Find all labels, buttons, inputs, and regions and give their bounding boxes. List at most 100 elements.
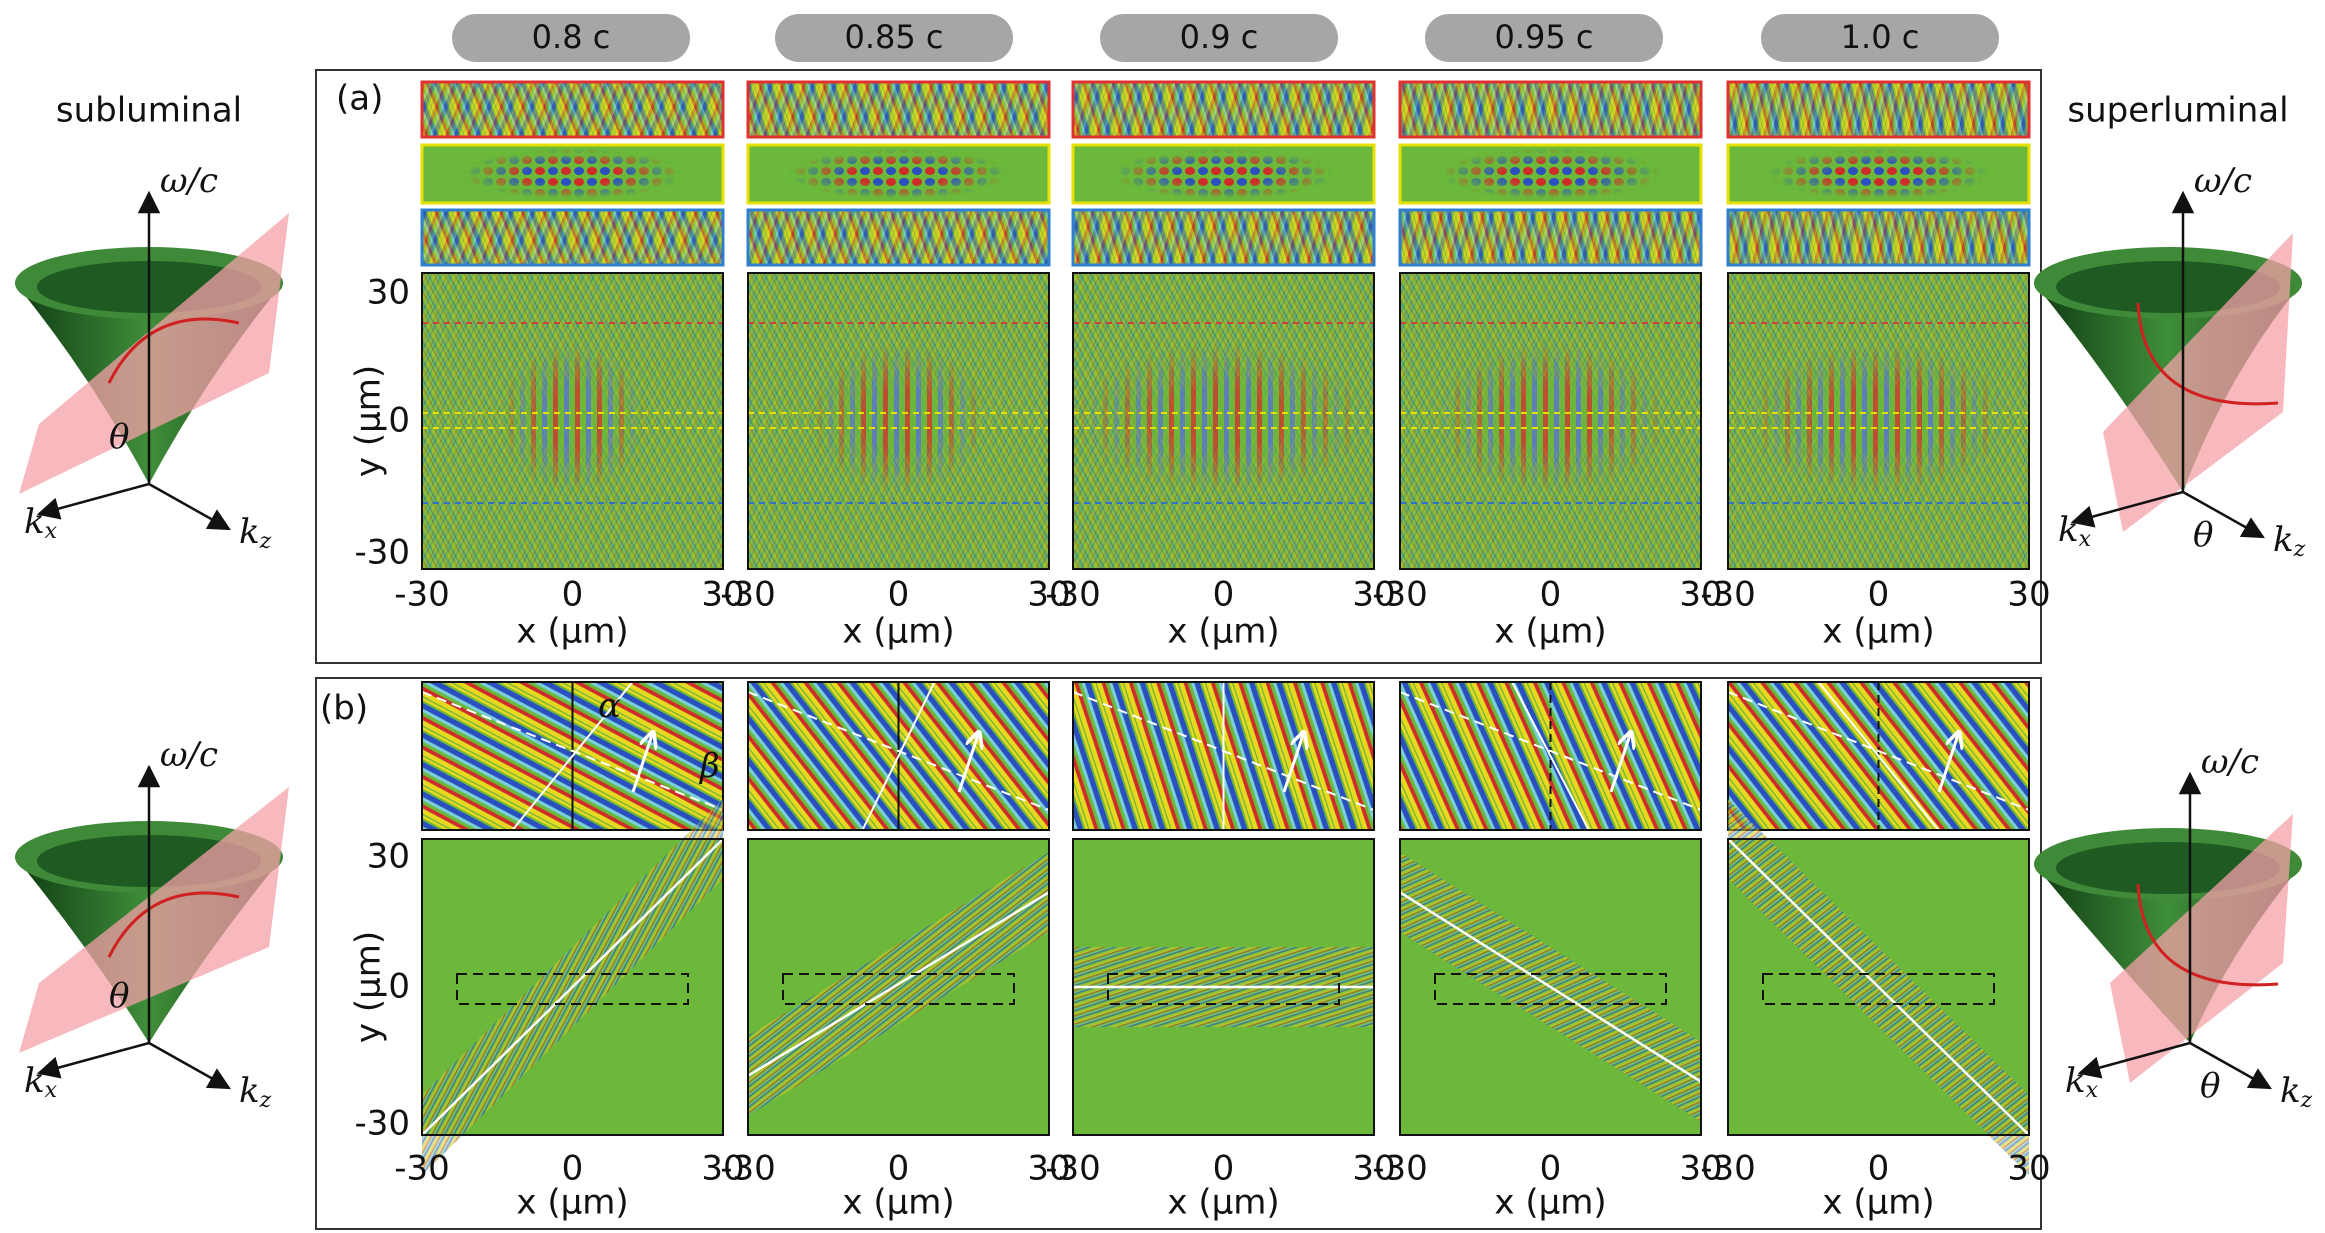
x-tick-label: 0 bbox=[888, 1149, 910, 1189]
theta-label: θ bbox=[2200, 1066, 2220, 1106]
y-axis-label: y (μm) bbox=[349, 365, 389, 477]
field-core bbox=[1430, 343, 1671, 493]
plot-frame bbox=[421, 681, 724, 831]
plot-frame bbox=[1727, 272, 2030, 570]
wavefront bbox=[421, 691, 724, 811]
y-axis-label: y (μm) bbox=[349, 931, 389, 1043]
axis-arrow bbox=[148, 1041, 231, 1090]
x-tick-label: -30 bbox=[394, 1149, 450, 1189]
white-line bbox=[1817, 681, 1940, 831]
x-tick-label: 30 bbox=[1352, 575, 1395, 615]
right-title: superluminal bbox=[2067, 91, 2288, 131]
strip-frame bbox=[746, 80, 1051, 139]
y-tick-label: -30 bbox=[354, 533, 410, 573]
speed-pill bbox=[452, 14, 690, 62]
k-symbol: k bbox=[24, 502, 45, 542]
x-tick-label: 30 bbox=[1027, 575, 1070, 615]
k-label: kz bbox=[2280, 1071, 2313, 1113]
strip-frame bbox=[1398, 143, 1703, 205]
field-core bbox=[788, 149, 1009, 199]
plane bbox=[2110, 814, 2293, 1083]
zoom-box bbox=[1762, 973, 1995, 1005]
field-waves bbox=[1728, 82, 2029, 137]
plane bbox=[19, 787, 289, 1053]
plot-frame bbox=[1072, 272, 1375, 570]
x-axis-label: x (μm) bbox=[1822, 1183, 1934, 1223]
x-axis-label: x (μm) bbox=[1167, 612, 1279, 652]
panel-label: (b) bbox=[320, 689, 368, 729]
strip-frame bbox=[420, 143, 725, 205]
k-subscript: z bbox=[2300, 1088, 2313, 1113]
speed-label: 0.8 c bbox=[532, 18, 611, 56]
plot-frame bbox=[1399, 838, 1702, 1136]
y-tick-label: 0 bbox=[388, 401, 410, 441]
field-waves bbox=[1728, 210, 2029, 265]
wavefront bbox=[1072, 691, 1375, 811]
speed-pill bbox=[775, 14, 1013, 62]
x-tick-label: -30 bbox=[720, 575, 776, 615]
x-axis-label: x (μm) bbox=[842, 612, 954, 652]
x-axis-label: x (μm) bbox=[1494, 1183, 1606, 1223]
beam-axis bbox=[1727, 838, 2030, 1136]
plane bbox=[19, 213, 289, 494]
k-label: kx bbox=[2058, 510, 2092, 552]
axis-arrow bbox=[2070, 490, 2184, 528]
k-label: kz bbox=[2273, 520, 2306, 562]
field-waves bbox=[1400, 82, 1701, 137]
x-tick-label: -30 bbox=[1372, 1149, 1428, 1189]
field-core bbox=[1743, 343, 2014, 493]
strip-frame bbox=[1726, 208, 2031, 267]
k-arrow bbox=[1609, 732, 1631, 793]
strip-frame bbox=[1398, 80, 1703, 139]
x-axis-label: x (μm) bbox=[842, 1183, 954, 1223]
plot-frame bbox=[1072, 838, 1375, 1136]
field-waves bbox=[422, 82, 723, 137]
k-symbol: k bbox=[239, 512, 260, 552]
axis-arrow bbox=[36, 1041, 150, 1079]
intersection bbox=[2136, 883, 2279, 987]
field-core bbox=[462, 149, 683, 199]
x-tick-label: 0 bbox=[562, 1149, 584, 1189]
wavefront bbox=[747, 691, 1050, 811]
strip-frame bbox=[420, 80, 725, 139]
cone-inside bbox=[2056, 261, 2280, 313]
plot-frame bbox=[747, 272, 1050, 570]
k-arrow bbox=[1282, 732, 1304, 793]
beam-axis bbox=[747, 891, 1050, 1077]
theta-label: θ bbox=[109, 417, 129, 457]
strip-frame bbox=[1726, 80, 2031, 139]
field-core bbox=[1113, 149, 1334, 199]
x-tick-label: -30 bbox=[720, 1149, 776, 1189]
zoom-box bbox=[456, 973, 689, 1005]
plane bbox=[2103, 233, 2293, 532]
speed-pill bbox=[1761, 14, 1999, 62]
beam-axis bbox=[421, 838, 724, 1136]
x-axis-label: x (μm) bbox=[516, 1183, 628, 1223]
strip-frame bbox=[746, 143, 1051, 205]
k-subscript: x bbox=[45, 1078, 58, 1103]
k-arrow bbox=[957, 732, 979, 793]
x-axis-label: x (μm) bbox=[1822, 612, 1934, 652]
plot-frame bbox=[1727, 681, 2030, 831]
speed-pill bbox=[1100, 14, 1338, 62]
y-tick-label: -30 bbox=[354, 1104, 410, 1144]
omega-label: ω/c bbox=[160, 735, 218, 775]
x-tick-label: -30 bbox=[1700, 1149, 1756, 1189]
x-tick-label: -30 bbox=[1372, 575, 1428, 615]
x-tick-label: 0 bbox=[1868, 575, 1890, 615]
intersection bbox=[107, 317, 240, 384]
x-tick-label: 0 bbox=[1540, 575, 1562, 615]
omega-label: ω/c bbox=[160, 161, 218, 201]
field-waves bbox=[748, 210, 1049, 265]
speed-label: 0.95 c bbox=[1494, 18, 1593, 56]
k-symbol: k bbox=[2058, 510, 2079, 550]
k-symbol: k bbox=[239, 1071, 260, 1111]
plot-frame bbox=[1399, 272, 1702, 570]
field-waves bbox=[422, 210, 723, 265]
panel-label: (a) bbox=[336, 79, 383, 119]
k-label: kz bbox=[239, 1071, 272, 1113]
x-tick-label: 30 bbox=[2007, 575, 2050, 615]
zoom-box bbox=[782, 973, 1015, 1005]
axis-arrow bbox=[2077, 1041, 2191, 1079]
